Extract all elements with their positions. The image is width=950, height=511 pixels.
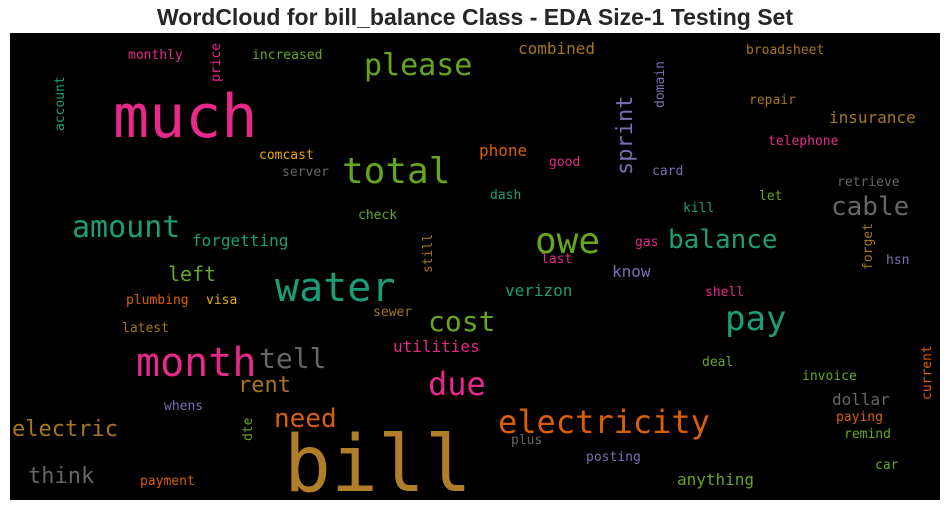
word-comcast: comcast: [259, 148, 314, 163]
word-combined: combined: [518, 39, 595, 58]
word-cable: cable: [831, 192, 909, 222]
word-gas: gas: [635, 235, 658, 250]
word-latest: latest: [122, 321, 169, 336]
word-good: good: [549, 155, 580, 170]
word-anything: anything: [677, 470, 754, 489]
word-water: water: [275, 265, 395, 311]
word-monthly: monthly: [128, 48, 183, 63]
word-plus: plus: [511, 433, 542, 448]
word-let: let: [759, 189, 782, 204]
word-cloud: bill much water month total owe electricity ple…: [10, 33, 940, 500]
word-card: card: [652, 164, 683, 179]
word-pay: pay: [725, 299, 786, 339]
word-think: think: [28, 464, 94, 489]
word-left: left: [168, 262, 216, 286]
word-hsn: hsn: [886, 253, 909, 268]
word-last: last: [541, 252, 572, 267]
word-cost: cost: [428, 305, 495, 338]
word-please: please: [364, 48, 472, 83]
word-electric: electric: [12, 417, 118, 442]
word-payment: payment: [140, 474, 195, 489]
word-telephone: telephone: [768, 134, 839, 149]
word-dollar: dollar: [832, 390, 890, 409]
word-utilities: utilities: [393, 337, 480, 356]
word-total: total: [342, 151, 450, 192]
word-owe: owe: [535, 221, 600, 262]
word-server: server: [282, 165, 329, 180]
word-forgetting: forgetting: [192, 231, 288, 250]
word-need: need: [274, 404, 337, 434]
word-tell: tell: [259, 342, 326, 375]
word-current: current: [920, 345, 935, 400]
word-due: due: [428, 365, 486, 403]
word-posting: posting: [586, 450, 641, 465]
word-electricity: electricity: [498, 403, 710, 441]
word-remind: remind: [844, 427, 891, 442]
word-much: much: [113, 82, 258, 152]
word-dash: dash: [490, 188, 521, 203]
word-phone: phone: [479, 141, 527, 160]
word-dte: dte: [241, 417, 256, 441]
word-deal: deal: [702, 355, 733, 370]
word-retrieve: retrieve: [837, 175, 900, 190]
chart-title: WordCloud for bill_balance Class - EDA S…: [156, 4, 793, 30]
word-increased: increased: [252, 48, 322, 63]
word-sewer: sewer: [373, 305, 412, 320]
word-check: check: [358, 208, 397, 223]
word-month: month: [136, 340, 256, 386]
word-visa: visa: [206, 293, 237, 308]
word-car: car: [875, 458, 899, 473]
word-invoice: invoice: [802, 369, 857, 384]
word-amount: amount: [72, 210, 180, 245]
word-sprint: sprint: [613, 96, 638, 175]
word-kill: kill: [683, 201, 714, 216]
word-plumbing: plumbing: [126, 293, 189, 308]
word-rent: rent: [238, 373, 291, 398]
word-paying: paying: [836, 410, 883, 425]
word-price: price: [209, 43, 224, 82]
word-cloud-svg: bill much water month total owe electricity ple…: [12, 39, 935, 500]
word-account: account: [53, 76, 68, 131]
word-forget: forget: [861, 223, 876, 270]
word-domain: domain: [653, 61, 668, 108]
word-verizon: verizon: [505, 281, 572, 300]
word-still: still: [421, 234, 436, 273]
word-insurance: insurance: [829, 108, 916, 127]
word-repair: repair: [749, 93, 796, 108]
word-know: know: [612, 262, 651, 281]
word-shell: shell: [705, 285, 744, 300]
word-broadsheet: broadsheet: [746, 43, 824, 58]
word-balance: balance: [668, 225, 778, 255]
word-whens: whens: [164, 399, 203, 414]
word-bill: bill: [284, 420, 472, 500]
